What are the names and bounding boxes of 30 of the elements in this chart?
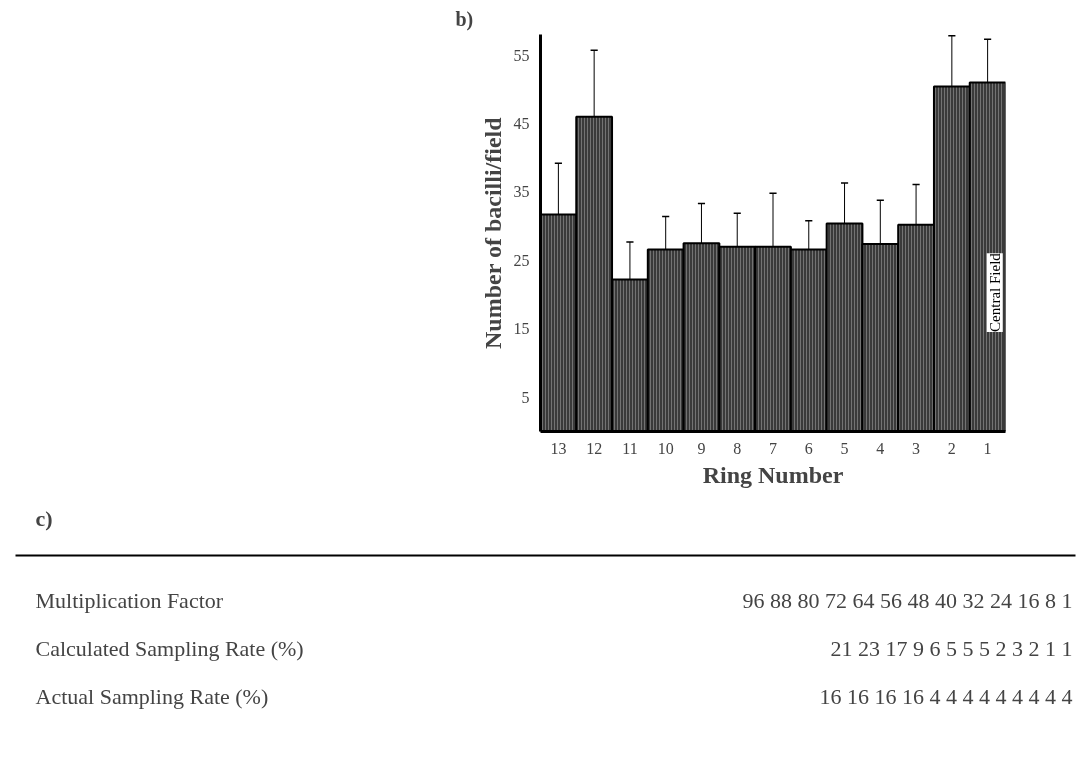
x-tick-label: 4 bbox=[876, 439, 885, 457]
x-tick-label: 2 bbox=[947, 439, 956, 457]
y-tick-label: 5 bbox=[521, 388, 530, 406]
text: 16 16 16 16 4 4 4 4 4 4 4 4 4 bbox=[819, 684, 1073, 709]
text: 21 23 17 9 6 5 5 5 2 3 2 1 1 bbox=[830, 636, 1073, 661]
x-tick-label: 1 bbox=[983, 439, 992, 457]
y-tick-label: 35 bbox=[513, 183, 530, 201]
text: Calculated Sampling Rate (%) bbox=[35, 636, 304, 661]
y-axis-title: Number of bacilli/field bbox=[479, 116, 506, 349]
x-tick-label: 7 bbox=[769, 439, 777, 457]
x-tick-label: 5 bbox=[840, 439, 849, 457]
annotation: Central Field bbox=[986, 252, 1003, 332]
x-axis-title: Ring Number bbox=[702, 461, 844, 488]
x-tick-label: 8 bbox=[733, 439, 742, 457]
text: 96 88 80 72 64 56 48 40 32 24 16 8 1 bbox=[742, 588, 1073, 613]
x-tick-label: 6 bbox=[804, 439, 813, 457]
x-tick-label: 9 bbox=[697, 439, 706, 457]
text: Actual Sampling Rate (%) bbox=[35, 684, 269, 709]
text: c) bbox=[35, 505, 53, 531]
x-tick-label: 10 bbox=[657, 439, 674, 457]
text: b) bbox=[455, 7, 474, 31]
x-tick-label: 3 bbox=[912, 439, 921, 457]
y-tick-label: 55 bbox=[513, 46, 530, 64]
text: Multiplication Factor bbox=[35, 588, 224, 613]
y-tick-label: 25 bbox=[513, 251, 530, 269]
x-tick-label: 12 bbox=[586, 439, 603, 457]
y-tick-label: 45 bbox=[513, 114, 530, 132]
y-tick-label: 15 bbox=[513, 320, 530, 338]
x-tick-label: 11 bbox=[622, 439, 638, 457]
x-tick-label: 13 bbox=[550, 439, 567, 457]
